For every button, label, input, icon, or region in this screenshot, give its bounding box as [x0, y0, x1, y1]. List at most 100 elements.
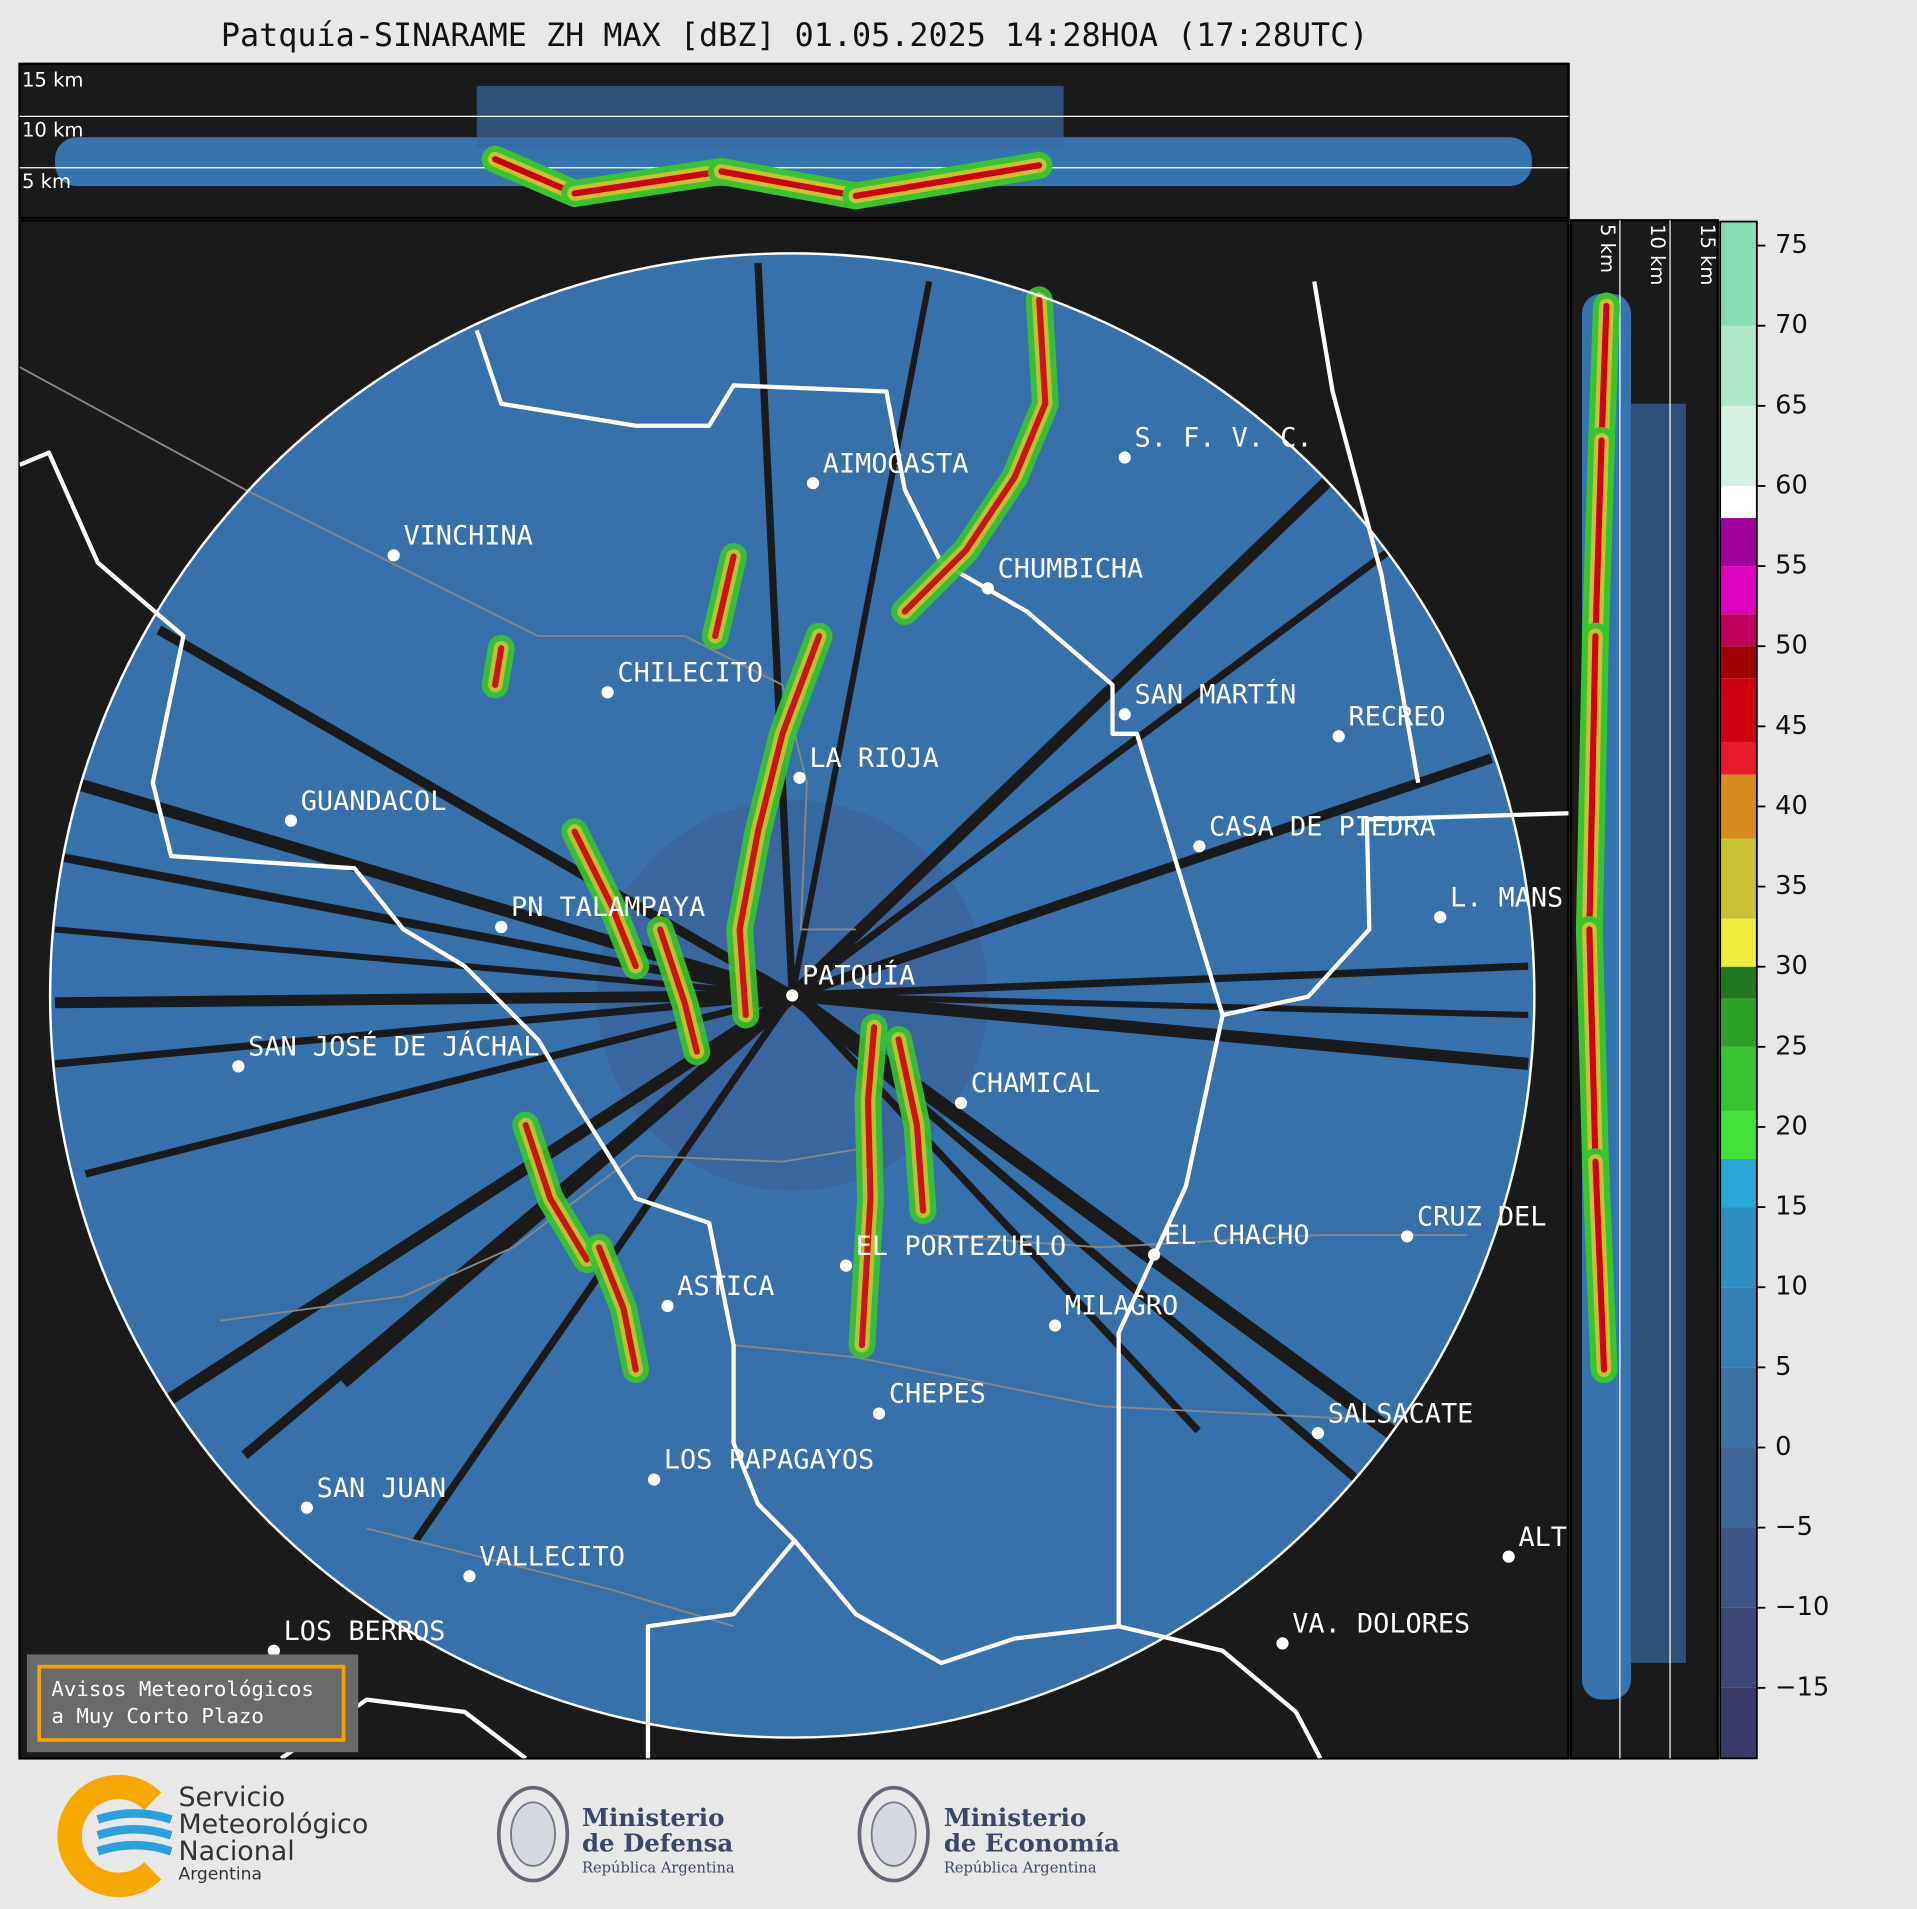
- place-label: ASTICA: [677, 1271, 774, 1302]
- place-dot: [839, 1259, 853, 1272]
- place-dot: [1401, 1230, 1414, 1243]
- beam-blockage: [337, 989, 798, 1388]
- place-dot: [267, 1644, 280, 1657]
- place-dot: [1311, 1427, 1325, 1440]
- echo: [718, 168, 859, 199]
- color-band: [1720, 966, 1757, 999]
- beam-blockage: [156, 625, 795, 1000]
- color-band: [1720, 325, 1757, 406]
- notice-border: [37, 1664, 346, 1742]
- place-dot: [806, 477, 820, 490]
- place-label: MILAGRO: [1065, 1291, 1178, 1322]
- colorbar-tick-label: 25: [1775, 1031, 1808, 1061]
- height-label: 5 km: [22, 170, 71, 193]
- side-strip-content: 5 km 10 km 15 km: [1575, 220, 1719, 1759]
- color-band: [1720, 774, 1757, 839]
- place-label: PATQUÍA: [802, 960, 915, 992]
- place-label: LA RIOJA: [809, 743, 938, 774]
- place-dot: [1118, 451, 1131, 464]
- place-label: AIMOGASTA: [823, 448, 969, 479]
- color-band: [1720, 1287, 1757, 1368]
- beam-blockage: [54, 991, 793, 1068]
- echo: [736, 632, 823, 1019]
- place-dot: [601, 686, 614, 699]
- place-label: LOS PAPAGAYOS: [664, 1445, 874, 1476]
- color-band: [1720, 998, 1757, 1047]
- color-band: [1720, 678, 1757, 743]
- color-band: [1720, 1110, 1757, 1160]
- colorbar-tick-label: 35: [1775, 871, 1808, 901]
- place-dot: [1147, 1248, 1161, 1261]
- defensa-logo: Ministerio de Defensa República Argentin…: [496, 1785, 735, 1883]
- border: [19, 450, 1225, 1666]
- place-label: CASA DE PIEDRA: [1209, 811, 1436, 842]
- border: [1312, 281, 1421, 784]
- place-label: VINCHINA: [403, 520, 532, 551]
- emblem: [857, 1785, 930, 1883]
- place-dot: [786, 989, 799, 1002]
- road: [19, 366, 856, 931]
- place-label: VA. DOLORES: [1292, 1609, 1470, 1640]
- place-label: CHILECITO: [617, 657, 763, 688]
- place-dot: [284, 814, 298, 827]
- logo-text: de Defensa: [582, 1829, 733, 1858]
- colorbar-tick-label: 20: [1775, 1111, 1808, 1141]
- place-dot: [495, 920, 508, 934]
- height-label: 10 km: [1646, 224, 1669, 285]
- beam-blockage: [84, 991, 794, 1178]
- colorbar-tick-label: −10: [1775, 1592, 1829, 1622]
- place-label: EL PORTEZUELO: [856, 1231, 1066, 1262]
- logo-text: Argentina: [178, 1864, 261, 1884]
- notice-text: Avisos Meteorológicos: [51, 1677, 314, 1701]
- colorbar-tick-label: −15: [1775, 1672, 1829, 1702]
- beam-blockage: [790, 535, 1409, 999]
- beam-blockage: [789, 992, 1360, 1483]
- place-label: L. MANS: [1450, 882, 1563, 913]
- color-band: [1720, 221, 1757, 326]
- echo: [901, 296, 1049, 615]
- colorbar-tick-label: 75: [1775, 230, 1808, 260]
- colorbar-tick-label: 15: [1775, 1192, 1808, 1222]
- color-band: [1720, 614, 1757, 647]
- logo-wave: [96, 1840, 173, 1856]
- echo-band: [1630, 403, 1686, 1663]
- place-dot: [793, 771, 806, 784]
- place-label: VALLECITO: [479, 1541, 625, 1572]
- place-dot: [647, 1473, 661, 1486]
- place-label: RECREO: [1349, 701, 1446, 732]
- place-label: PN TALAMPAYA: [511, 892, 705, 923]
- border: [474, 329, 1569, 1018]
- color-band: [1720, 742, 1757, 775]
- height-label: 15 km: [1696, 224, 1719, 285]
- logo-arc: [57, 1774, 162, 1898]
- echo: [712, 553, 737, 640]
- map-content: AIMOGASTA S. F. V. C. VINCHINA CHUMBICHA CHI…: [19, 252, 1569, 1759]
- notice-box: [26, 1654, 359, 1753]
- emblem: [496, 1785, 570, 1883]
- colorbar-tick-label: 55: [1775, 551, 1808, 581]
- colorbar-tick-label: 50: [1775, 631, 1808, 661]
- echo: [1598, 302, 1610, 444]
- title: Patquía-SINARAME ZH MAX [dBZ] 01.05.2025…: [221, 18, 1368, 54]
- place-dot: [300, 1501, 313, 1514]
- echo-band: [55, 137, 1532, 187]
- echo: [1592, 1158, 1608, 1373]
- place-label: SAN MARTÍN: [1135, 678, 1297, 710]
- color-band: [1720, 1607, 1757, 1688]
- colorbar-tick-label: 0: [1775, 1432, 1791, 1462]
- emblem: [510, 1801, 556, 1867]
- color-band: [1720, 1527, 1757, 1608]
- place-label: SAN JOSÉ DE JÁCHAL: [248, 1031, 539, 1063]
- place-dot: [387, 549, 400, 562]
- place-label: EL CHACHO: [1164, 1220, 1310, 1251]
- place-label: S. F. V. C.: [1135, 423, 1313, 454]
- height-label: 5 km: [1596, 224, 1619, 273]
- logo-text: República Argentina: [944, 1859, 1097, 1876]
- logo-text: Ministerio: [582, 1803, 724, 1832]
- colorbar-tick-label: 60: [1775, 470, 1808, 500]
- echo: [852, 162, 1043, 199]
- color-band: [1720, 1159, 1757, 1208]
- place-dot: [1193, 840, 1206, 853]
- colorbar-tick-label: 40: [1775, 791, 1808, 821]
